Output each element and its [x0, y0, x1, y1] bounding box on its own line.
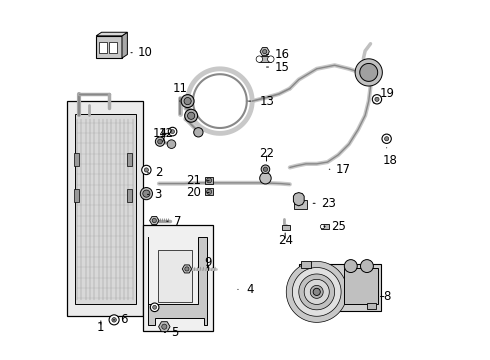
Circle shape: [344, 260, 357, 273]
Circle shape: [263, 50, 267, 54]
Bar: [96, 36, 122, 58]
Bar: [109, 41, 117, 53]
Circle shape: [188, 112, 195, 120]
Bar: [74, 114, 136, 304]
Circle shape: [261, 165, 270, 174]
Circle shape: [152, 219, 156, 222]
Circle shape: [150, 303, 159, 312]
Polygon shape: [148, 237, 207, 325]
Circle shape: [144, 168, 148, 172]
Circle shape: [194, 128, 203, 137]
Text: 7: 7: [167, 215, 181, 228]
Circle shape: [143, 190, 150, 197]
Circle shape: [185, 267, 189, 271]
Circle shape: [256, 56, 263, 62]
Bar: [282, 225, 290, 230]
Circle shape: [168, 127, 177, 136]
Polygon shape: [355, 59, 382, 86]
Circle shape: [184, 98, 191, 105]
Circle shape: [171, 130, 174, 134]
Bar: [205, 188, 214, 195]
Text: 22: 22: [259, 147, 274, 161]
Circle shape: [263, 167, 268, 171]
Circle shape: [155, 137, 165, 146]
Text: 23: 23: [313, 197, 336, 210]
Text: 9: 9: [205, 256, 212, 270]
Circle shape: [382, 134, 392, 143]
Circle shape: [320, 225, 324, 229]
Polygon shape: [294, 193, 304, 206]
Text: 13: 13: [248, 95, 274, 108]
Text: 18: 18: [383, 148, 398, 167]
Bar: [299, 264, 381, 311]
Polygon shape: [299, 274, 335, 310]
Bar: [74, 153, 79, 166]
Text: 21: 21: [186, 174, 209, 187]
Bar: [259, 56, 271, 62]
Text: 4: 4: [238, 283, 254, 296]
Bar: [367, 303, 376, 309]
Bar: [321, 224, 329, 229]
Text: 15: 15: [267, 60, 289, 73]
Polygon shape: [182, 265, 192, 273]
Text: 12: 12: [158, 127, 173, 141]
Circle shape: [313, 288, 320, 296]
Circle shape: [385, 137, 389, 141]
Text: 8: 8: [380, 290, 391, 303]
Text: 17: 17: [329, 163, 351, 176]
Bar: [300, 261, 311, 268]
Text: 14: 14: [152, 127, 170, 140]
Circle shape: [112, 318, 116, 322]
Text: 6: 6: [113, 313, 128, 327]
Circle shape: [207, 189, 212, 194]
Polygon shape: [96, 32, 127, 36]
Text: 3: 3: [147, 188, 162, 201]
Bar: [98, 41, 107, 53]
Polygon shape: [286, 261, 347, 322]
Bar: [205, 177, 214, 184]
Circle shape: [268, 56, 274, 62]
Bar: [294, 200, 307, 209]
Circle shape: [162, 324, 167, 329]
Circle shape: [207, 178, 212, 183]
Text: 20: 20: [186, 186, 209, 199]
Text: 11: 11: [172, 82, 187, 101]
Polygon shape: [310, 285, 323, 298]
Circle shape: [142, 165, 151, 175]
Bar: [158, 250, 192, 302]
Polygon shape: [260, 48, 270, 56]
Circle shape: [361, 260, 373, 273]
Bar: [143, 225, 213, 330]
Polygon shape: [293, 267, 341, 316]
Polygon shape: [159, 322, 170, 332]
Circle shape: [158, 139, 162, 144]
Polygon shape: [122, 32, 127, 58]
Circle shape: [109, 315, 119, 325]
Text: 19: 19: [373, 87, 395, 103]
Text: 10: 10: [131, 46, 153, 59]
Text: 2: 2: [147, 166, 162, 179]
Polygon shape: [304, 279, 329, 305]
Text: 16: 16: [267, 48, 290, 61]
Bar: [74, 189, 79, 202]
Text: 5: 5: [164, 326, 179, 339]
Circle shape: [153, 305, 157, 309]
Circle shape: [372, 95, 382, 104]
Bar: [126, 189, 132, 202]
Text: 25: 25: [324, 220, 346, 233]
Bar: [126, 153, 132, 166]
Circle shape: [185, 109, 197, 122]
Bar: [343, 268, 378, 304]
Circle shape: [260, 172, 271, 184]
Circle shape: [181, 95, 194, 108]
Text: 1: 1: [97, 320, 104, 333]
Circle shape: [140, 188, 152, 200]
Circle shape: [167, 140, 176, 148]
Circle shape: [375, 97, 379, 102]
Text: 24: 24: [278, 233, 293, 247]
Bar: [68, 101, 143, 316]
Polygon shape: [360, 63, 378, 81]
Polygon shape: [149, 216, 159, 225]
